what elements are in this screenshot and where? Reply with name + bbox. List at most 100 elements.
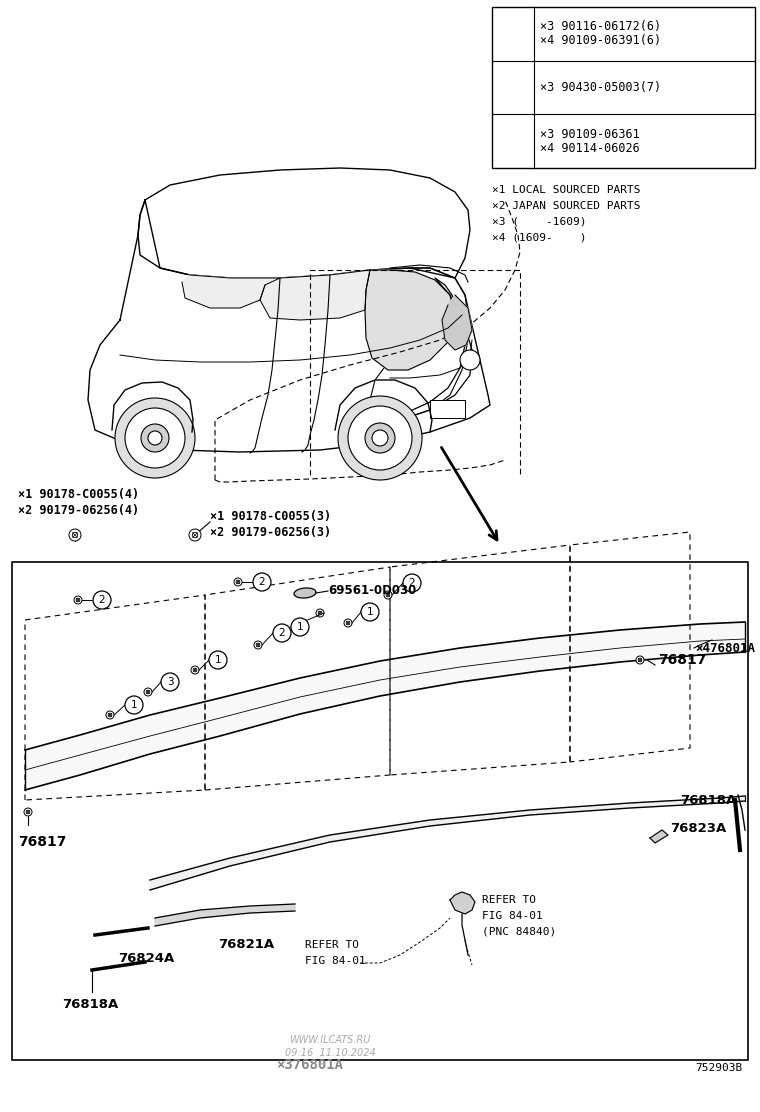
Circle shape — [638, 658, 641, 662]
Circle shape — [69, 529, 81, 542]
Text: 3: 3 — [509, 135, 517, 148]
Circle shape — [72, 533, 78, 538]
Circle shape — [273, 624, 291, 642]
Polygon shape — [138, 168, 470, 278]
Circle shape — [344, 619, 352, 627]
Circle shape — [316, 609, 324, 617]
Text: FIG 84-01: FIG 84-01 — [482, 911, 543, 921]
Circle shape — [191, 666, 199, 674]
Circle shape — [636, 656, 644, 664]
Text: 76824A: 76824A — [118, 952, 174, 965]
Polygon shape — [365, 270, 455, 370]
Circle shape — [24, 808, 32, 816]
Circle shape — [93, 590, 111, 609]
Circle shape — [115, 398, 195, 478]
Text: ×4 90114-06026: ×4 90114-06026 — [540, 141, 640, 155]
Text: ×1 LOCAL SOURCED PARTS: ×1 LOCAL SOURCED PARTS — [492, 185, 641, 195]
Polygon shape — [260, 270, 370, 320]
Circle shape — [108, 713, 112, 717]
Text: 76821A: 76821A — [218, 939, 274, 951]
Circle shape — [254, 641, 262, 649]
Text: 2: 2 — [509, 81, 517, 95]
Text: 3: 3 — [166, 677, 173, 687]
Circle shape — [318, 612, 321, 615]
Text: 2: 2 — [279, 628, 285, 638]
Text: ×2 90179-06256(4): ×2 90179-06256(4) — [18, 504, 139, 517]
Circle shape — [347, 622, 350, 625]
Polygon shape — [442, 295, 472, 350]
Circle shape — [365, 423, 395, 453]
Text: 1: 1 — [214, 655, 221, 665]
Circle shape — [192, 533, 198, 538]
Text: 76818A: 76818A — [680, 794, 736, 806]
Polygon shape — [25, 622, 745, 790]
Circle shape — [193, 668, 197, 672]
Polygon shape — [650, 830, 668, 843]
Text: ×476801A: ×476801A — [695, 642, 755, 655]
Circle shape — [76, 598, 80, 602]
Circle shape — [460, 350, 480, 370]
Circle shape — [161, 673, 179, 691]
Circle shape — [144, 688, 152, 696]
Circle shape — [141, 424, 169, 451]
Text: 1: 1 — [366, 607, 373, 617]
Circle shape — [26, 811, 30, 814]
Circle shape — [386, 593, 390, 597]
Text: ×376801A: ×376801A — [277, 1058, 344, 1072]
Bar — [12, 562, 748, 1060]
Text: 76823A: 76823A — [670, 822, 727, 834]
Polygon shape — [150, 796, 745, 890]
Text: 69561-0D030: 69561-0D030 — [328, 585, 416, 597]
Circle shape — [502, 77, 524, 99]
Circle shape — [361, 603, 379, 620]
Text: 1: 1 — [131, 699, 138, 709]
Circle shape — [146, 691, 150, 694]
Polygon shape — [88, 200, 490, 451]
Text: ×3 90109-06361: ×3 90109-06361 — [540, 128, 640, 140]
Text: ×3 (    -1609): ×3 ( -1609) — [492, 217, 587, 227]
Ellipse shape — [294, 588, 316, 598]
Text: WWW.ILCATS.RU: WWW.ILCATS.RU — [290, 1035, 371, 1045]
Text: (PNC 84840): (PNC 84840) — [482, 927, 556, 937]
Text: ×3 90430-05003(7): ×3 90430-05003(7) — [540, 81, 661, 95]
Text: 76817: 76817 — [658, 653, 706, 667]
Circle shape — [234, 578, 242, 586]
Circle shape — [502, 130, 524, 152]
Circle shape — [256, 643, 260, 647]
Polygon shape — [155, 904, 295, 926]
Circle shape — [338, 396, 422, 480]
Circle shape — [125, 408, 185, 468]
Circle shape — [106, 711, 114, 719]
Text: ×4 90109-06391(6): ×4 90109-06391(6) — [540, 34, 661, 48]
Bar — [430, 400, 465, 418]
Circle shape — [372, 430, 388, 446]
Text: 2: 2 — [99, 595, 106, 605]
Text: 752903B: 752903B — [695, 1063, 742, 1073]
Text: REFER TO: REFER TO — [482, 895, 536, 905]
Text: ×1 90178-C0055(3): ×1 90178-C0055(3) — [210, 510, 331, 523]
Circle shape — [384, 590, 392, 599]
Circle shape — [502, 23, 524, 44]
Circle shape — [403, 574, 421, 592]
Text: 76818A: 76818A — [62, 997, 119, 1011]
Circle shape — [348, 406, 412, 470]
Text: ×1 90178-C0055(4): ×1 90178-C0055(4) — [18, 488, 139, 502]
Circle shape — [189, 529, 201, 542]
Text: 76817: 76817 — [18, 835, 66, 848]
Circle shape — [148, 431, 162, 445]
Text: ×3 90116-06172(6): ×3 90116-06172(6) — [540, 20, 661, 33]
Text: 2: 2 — [258, 577, 265, 587]
Circle shape — [253, 573, 271, 590]
Text: FIG 84-01: FIG 84-01 — [305, 956, 366, 966]
Text: ×2 90179-06256(3): ×2 90179-06256(3) — [210, 526, 331, 539]
Polygon shape — [182, 275, 280, 308]
Text: 09:16  11.10.2024: 09:16 11.10.2024 — [285, 1048, 375, 1058]
Circle shape — [209, 651, 227, 669]
Circle shape — [74, 596, 82, 604]
Text: ×4 (1609-    ): ×4 (1609- ) — [492, 234, 587, 244]
Text: 1: 1 — [509, 28, 517, 40]
Text: 2: 2 — [409, 578, 415, 588]
Polygon shape — [450, 892, 475, 914]
Text: 1: 1 — [296, 622, 303, 632]
Circle shape — [291, 618, 309, 636]
